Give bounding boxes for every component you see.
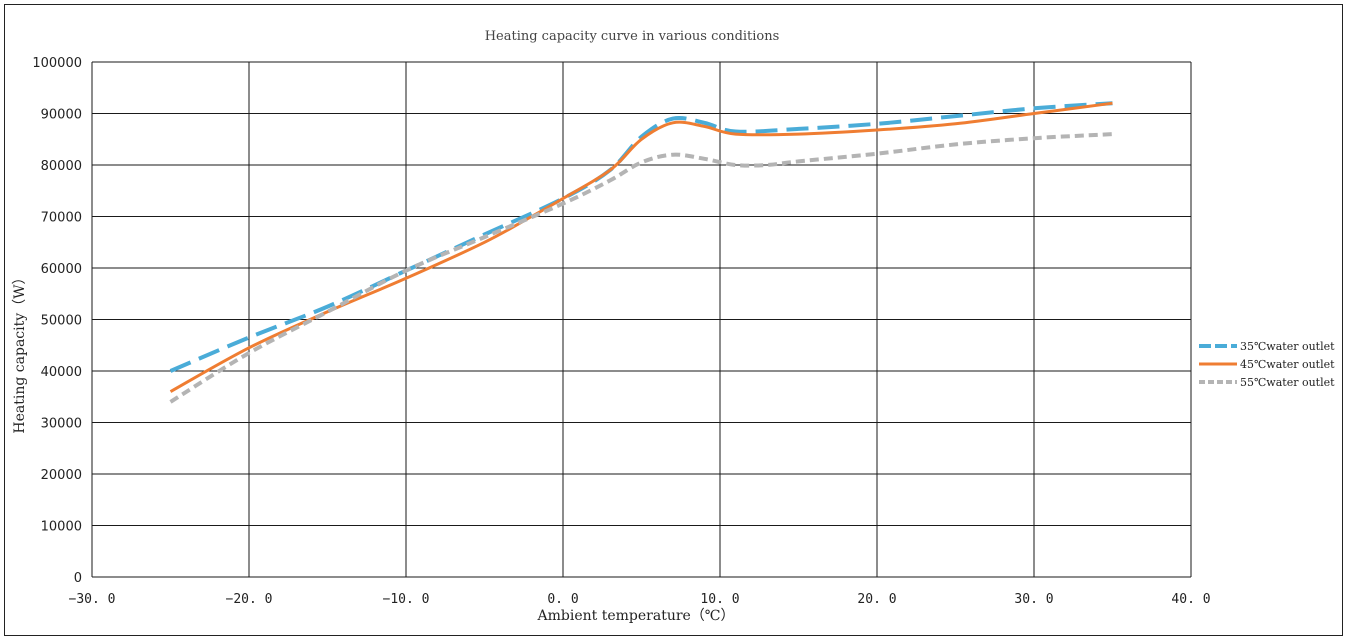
series-line-1 — [169, 101, 1113, 373]
x-axis-label: Ambient temperature（℃） — [537, 608, 735, 624]
y-tick-label: 20000 — [41, 468, 82, 483]
x-tick-label: −20. 0 — [226, 592, 273, 607]
x-tick-label: 20. 0 — [857, 592, 896, 607]
y-tick-label: 0 — [74, 571, 82, 586]
legend-label-3: 55℃water outlet — [1240, 376, 1335, 389]
legend-label-1: 35℃water outlet — [1240, 340, 1335, 353]
y-tick-label: 60000 — [41, 262, 82, 277]
y-tick-label: 80000 — [41, 159, 82, 174]
y-tick-label: 70000 — [41, 211, 82, 226]
y-tick-label: 90000 — [41, 108, 82, 123]
y-tick-label: 30000 — [41, 417, 82, 432]
x-tick-label: 0. 0 — [547, 592, 578, 607]
x-tick-label: 30. 0 — [1014, 592, 1053, 607]
x-tick-label: −30. 0 — [69, 592, 116, 607]
ticks: 0 10000 20000 30000 40000 50000 60000 70000 8000… — [32, 56, 1210, 607]
y-tick-label: 40000 — [41, 365, 82, 380]
series-line-2 — [169, 101, 1113, 393]
chart-title: Heating capacity curve in various condit… — [485, 29, 780, 44]
legend: 35℃water outlet 45℃water outlet 55℃water o… — [1199, 340, 1335, 389]
x-tick-label: 10. 0 — [700, 592, 739, 607]
grid — [91, 61, 1192, 578]
y-tick-label: 100000 — [32, 56, 82, 71]
y-axis-label: Heating capacity（W） — [12, 270, 28, 433]
series-line-3 — [169, 132, 1113, 404]
series — [169, 101, 1113, 404]
y-tick-label: 50000 — [41, 314, 82, 329]
x-tick-label: 40. 0 — [1171, 592, 1210, 607]
legend-label-2: 45℃water outlet — [1240, 358, 1335, 371]
y-tick-label: 10000 — [41, 520, 82, 535]
x-tick-label: −10. 0 — [383, 592, 430, 607]
